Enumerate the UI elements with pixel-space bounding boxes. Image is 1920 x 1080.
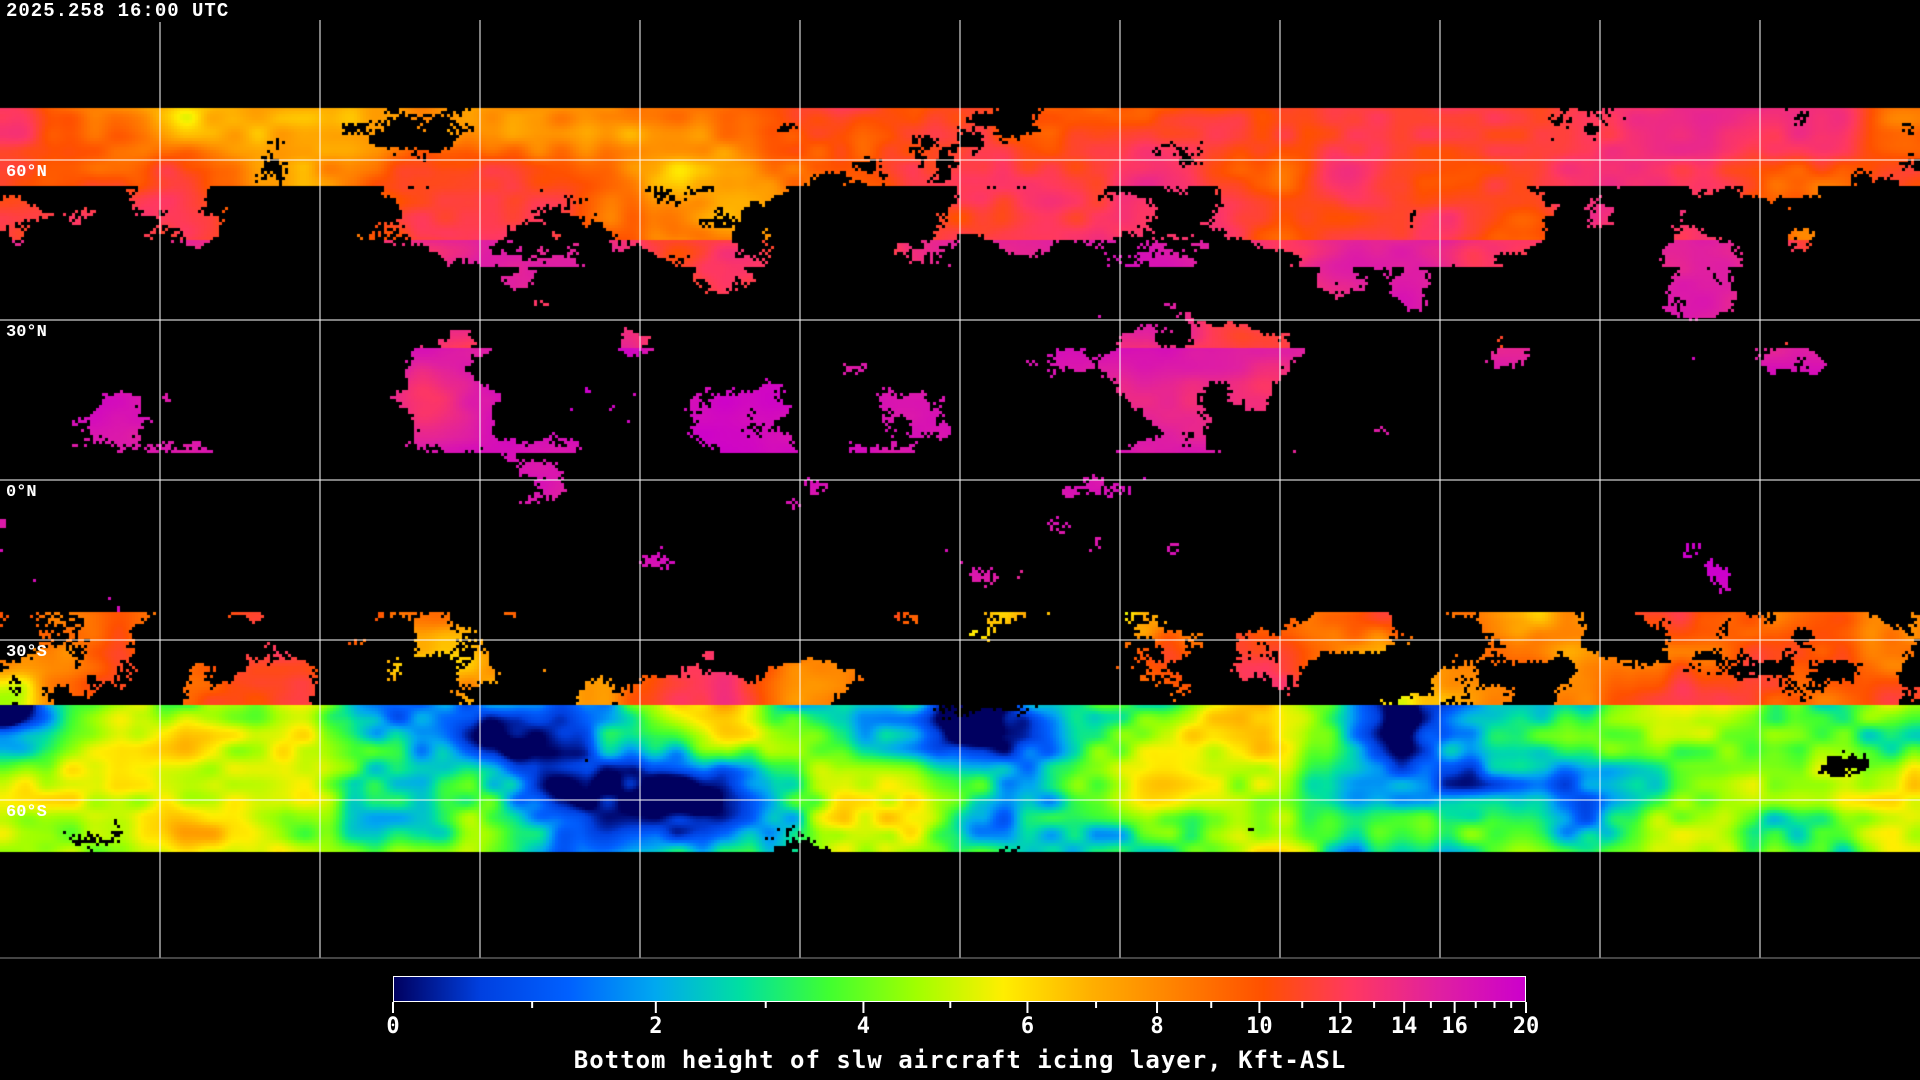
colorbar-tick-label: 14 [1390, 1014, 1418, 1039]
lat-label-60s: 60°S [6, 803, 47, 822]
graticule [0, 20, 1920, 959]
colorbar-tick-label: 2 [649, 1014, 663, 1039]
colorbar-tick-label: 8 [1150, 1014, 1164, 1039]
timestamp: 2025.258 16:00 UTC [4, 0, 232, 22]
colorbar-title: Bottom height of slw aircraft icing laye… [573, 1046, 1347, 1074]
colorbar-tick-label: 16 [1441, 1014, 1468, 1039]
colorbar-tick-label: 10 [1246, 1014, 1273, 1039]
icing-map [0, 0, 1920, 960]
colorbar-tick-label: 6 [1020, 1014, 1035, 1039]
colorbar-tick-label: 12 [1327, 1014, 1354, 1039]
lat-label-60n: 60°N [6, 163, 47, 182]
lat-label-30n: 30°N [6, 323, 47, 342]
lat-label-0n: 0°N [6, 483, 37, 502]
colorbar-tick-label: 4 [856, 1014, 871, 1039]
colorbar-tick-label: 20 [1512, 1014, 1540, 1039]
lat-label-30s: 30°S [6, 643, 47, 662]
colorbar-tick-label: 0 [386, 1014, 400, 1039]
colorbar [393, 976, 1526, 1002]
